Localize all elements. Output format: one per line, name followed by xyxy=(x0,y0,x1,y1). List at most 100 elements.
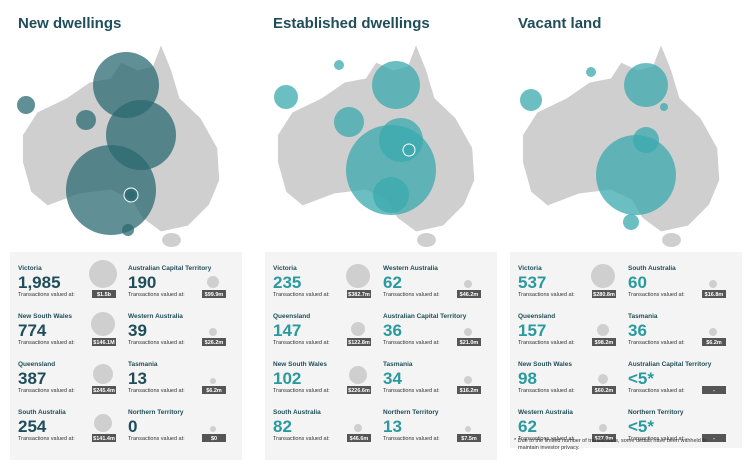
value-tag xyxy=(347,338,371,346)
count: 62 xyxy=(383,273,402,292)
count: 60 xyxy=(628,273,647,292)
size-icon xyxy=(464,280,472,288)
value: $6.2m xyxy=(706,340,722,346)
value: - xyxy=(713,436,715,442)
bubble xyxy=(334,60,344,70)
size-icon xyxy=(464,328,472,336)
panel: Established dwellingsVictoria235Transact… xyxy=(265,15,497,460)
count: 36 xyxy=(383,321,402,340)
count: 62 xyxy=(518,417,537,436)
state-name: Queensland xyxy=(518,313,555,320)
value-tag xyxy=(202,338,226,346)
value: $226.6m xyxy=(348,388,370,394)
value-tag xyxy=(592,386,616,394)
size-icon xyxy=(207,276,219,288)
state-name: Victoria xyxy=(18,265,42,272)
count: <5* xyxy=(628,417,654,436)
caption: Transactions valued at: xyxy=(518,292,575,298)
caption: Transactions valued at: xyxy=(518,388,575,394)
bubble xyxy=(596,135,676,215)
bubble xyxy=(624,63,668,107)
state-name: Western Australia xyxy=(518,409,573,416)
value: $60.2m xyxy=(595,388,614,394)
value: $16.8m xyxy=(705,292,724,298)
state-name: Tasmania xyxy=(383,361,413,368)
value-tag xyxy=(457,434,481,442)
bubble xyxy=(122,224,134,236)
size-icon xyxy=(93,364,113,384)
count: 0 xyxy=(128,417,137,436)
value-tag xyxy=(347,434,371,442)
bubble xyxy=(66,145,156,235)
caption: Transactions valued at: xyxy=(518,436,575,442)
value: $99.9m xyxy=(205,292,224,298)
value: $98.2m xyxy=(595,340,614,346)
count: <5* xyxy=(628,369,654,388)
bubble xyxy=(76,110,96,130)
value-tag xyxy=(92,434,116,442)
size-icon xyxy=(209,328,217,336)
caption: Transactions valued at: xyxy=(383,388,440,394)
value: $46.6m xyxy=(350,436,369,442)
value-tag xyxy=(457,386,481,394)
state-name: Australian Capital Territory xyxy=(383,313,467,320)
stats-bg xyxy=(10,252,242,460)
value: $21.0m xyxy=(460,340,479,346)
count: 254 xyxy=(18,417,47,436)
value: $122.8m xyxy=(348,340,370,346)
bubble xyxy=(274,85,298,109)
count: 157 xyxy=(518,321,546,340)
caption: Transactions valued at: xyxy=(273,436,330,442)
tasmania xyxy=(162,233,181,247)
stats-bg xyxy=(265,252,497,460)
caption: Transactions valued at: xyxy=(128,388,185,394)
count: 190 xyxy=(128,273,156,292)
bubble xyxy=(17,96,35,114)
footnote-line: maintain investor privacy. xyxy=(518,445,580,451)
state-name: Tasmania xyxy=(128,361,158,368)
value-tag xyxy=(702,434,726,442)
footnote-line: * Due to the limited number of transacti… xyxy=(514,438,707,444)
size-icon xyxy=(709,280,717,288)
value-tag xyxy=(202,386,226,394)
bubble xyxy=(586,67,596,77)
caption: Transactions valued at: xyxy=(628,388,685,394)
footnote: * Due to the limited number of transacti… xyxy=(514,438,707,451)
value: $7.5m xyxy=(461,436,477,442)
value-tag xyxy=(702,338,726,346)
count: 147 xyxy=(273,321,301,340)
count: 235 xyxy=(273,273,301,292)
caption: Transactions valued at: xyxy=(383,340,440,346)
bubble xyxy=(334,107,364,137)
size-icon xyxy=(599,424,607,432)
value: $245.4m xyxy=(93,388,115,394)
bubble xyxy=(372,61,420,109)
state-name: Northern Territory xyxy=(383,409,439,416)
tasmania xyxy=(417,233,436,247)
value-tag xyxy=(457,338,481,346)
size-icon xyxy=(91,312,115,336)
value-tag xyxy=(92,290,116,298)
caption: Transactions valued at: xyxy=(18,340,75,346)
value: $16.2m xyxy=(460,388,479,394)
state-name: Australian Capital Territory xyxy=(128,265,212,272)
state-name: Tasmania xyxy=(628,313,658,320)
caption: Transactions valued at: xyxy=(18,388,75,394)
size-icon xyxy=(591,264,615,288)
state-name: Western Australia xyxy=(128,313,183,320)
state-name: New South Wales xyxy=(518,361,572,368)
state-name: Australian Capital Territory xyxy=(628,361,712,368)
bubble xyxy=(402,143,416,157)
stats-bg xyxy=(510,252,742,448)
count: 39 xyxy=(128,321,147,340)
size-icon xyxy=(94,414,112,432)
size-icon xyxy=(210,426,216,432)
count: 36 xyxy=(628,321,647,340)
size-icon xyxy=(464,376,472,384)
value-tag xyxy=(592,434,616,442)
bubble xyxy=(127,191,135,199)
caption: Transactions valued at: xyxy=(518,340,575,346)
state-name: Queensland xyxy=(18,361,55,368)
state-name: South Australia xyxy=(273,409,321,416)
